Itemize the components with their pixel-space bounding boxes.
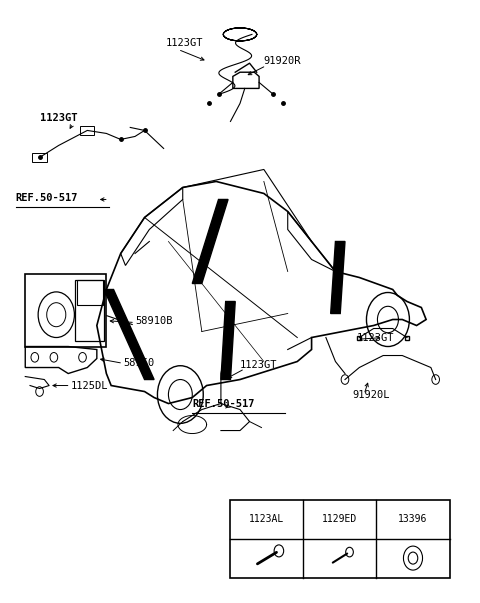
Text: 1123GT: 1123GT xyxy=(357,332,395,343)
Polygon shape xyxy=(192,200,228,283)
Text: 1123GT: 1123GT xyxy=(39,113,77,124)
Bar xyxy=(25,274,107,347)
Circle shape xyxy=(346,548,353,557)
Text: 1129ED: 1129ED xyxy=(323,514,358,524)
Polygon shape xyxy=(221,302,235,379)
Text: 91920L: 91920L xyxy=(352,390,390,400)
Text: 1123GT: 1123GT xyxy=(166,39,204,48)
Text: 91920R: 91920R xyxy=(264,57,301,66)
Text: 1123AL: 1123AL xyxy=(249,514,285,524)
Text: 13396: 13396 xyxy=(398,514,428,524)
Circle shape xyxy=(404,546,422,570)
Bar xyxy=(33,153,47,162)
Bar xyxy=(77,280,103,305)
Text: 58910B: 58910B xyxy=(135,316,172,326)
Circle shape xyxy=(408,552,418,564)
Text: 1125DL: 1125DL xyxy=(71,380,108,391)
Text: REF.50-517: REF.50-517 xyxy=(192,399,255,409)
Text: REF.50-517: REF.50-517 xyxy=(16,193,78,203)
Polygon shape xyxy=(331,241,345,314)
Text: 1123GT: 1123GT xyxy=(240,359,277,370)
Bar xyxy=(80,125,95,135)
Polygon shape xyxy=(104,289,154,379)
Circle shape xyxy=(274,545,284,557)
Bar xyxy=(75,280,104,341)
Text: 58960: 58960 xyxy=(123,358,155,368)
